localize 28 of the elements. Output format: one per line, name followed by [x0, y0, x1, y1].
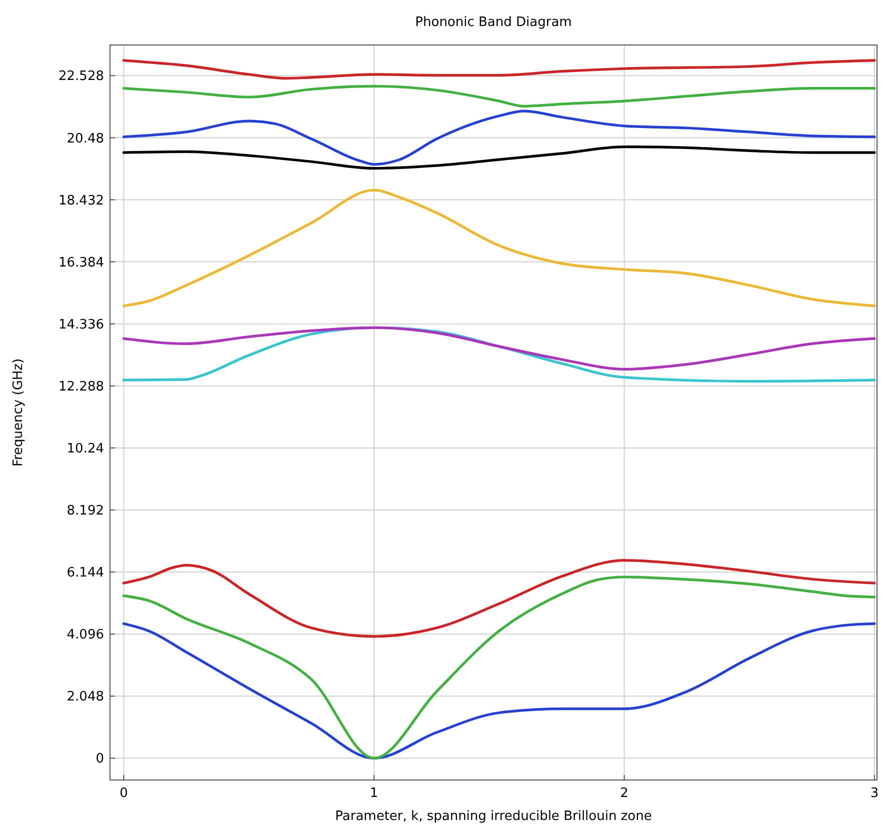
- line-series: [122, 145, 876, 170]
- y-tick-label: 12.288: [58, 379, 104, 394]
- line-series: [122, 59, 876, 80]
- line-series: [122, 622, 876, 760]
- y-tick-label: 16.384: [58, 255, 104, 270]
- y-tick-label: 20.48: [66, 131, 104, 146]
- x-tick-label: 1: [370, 786, 378, 801]
- line-series: [122, 84, 876, 108]
- y-tick-label: 14.336: [58, 317, 104, 332]
- line-series: [122, 576, 876, 760]
- x-axis-title: Parameter, k, spanning irreducible Brillouin zone: [335, 809, 652, 824]
- y-tick-label: 2.048: [66, 690, 104, 705]
- y-tick-label: 4.096: [66, 628, 104, 643]
- x-tick-label: 0: [120, 786, 128, 801]
- x-tick-label: 3: [870, 786, 879, 801]
- y-tick-label: 8.192: [66, 504, 104, 519]
- x-tick-label: 2: [620, 786, 628, 801]
- y-tick-label: 0: [96, 752, 104, 767]
- line-series: [122, 188, 876, 308]
- y-tick-label: 6.144: [66, 566, 104, 581]
- line-series: [122, 110, 876, 166]
- chart-title: Phononic Band Diagram: [415, 15, 572, 30]
- y-axis-title: Frequency (GHz): [11, 358, 26, 467]
- y-tick-label: 18.432: [58, 193, 104, 208]
- line-series: [122, 559, 876, 638]
- y-tick-label: 22.528: [58, 69, 104, 84]
- line-series: [122, 326, 876, 370]
- y-tick-label: 10.24: [66, 441, 104, 456]
